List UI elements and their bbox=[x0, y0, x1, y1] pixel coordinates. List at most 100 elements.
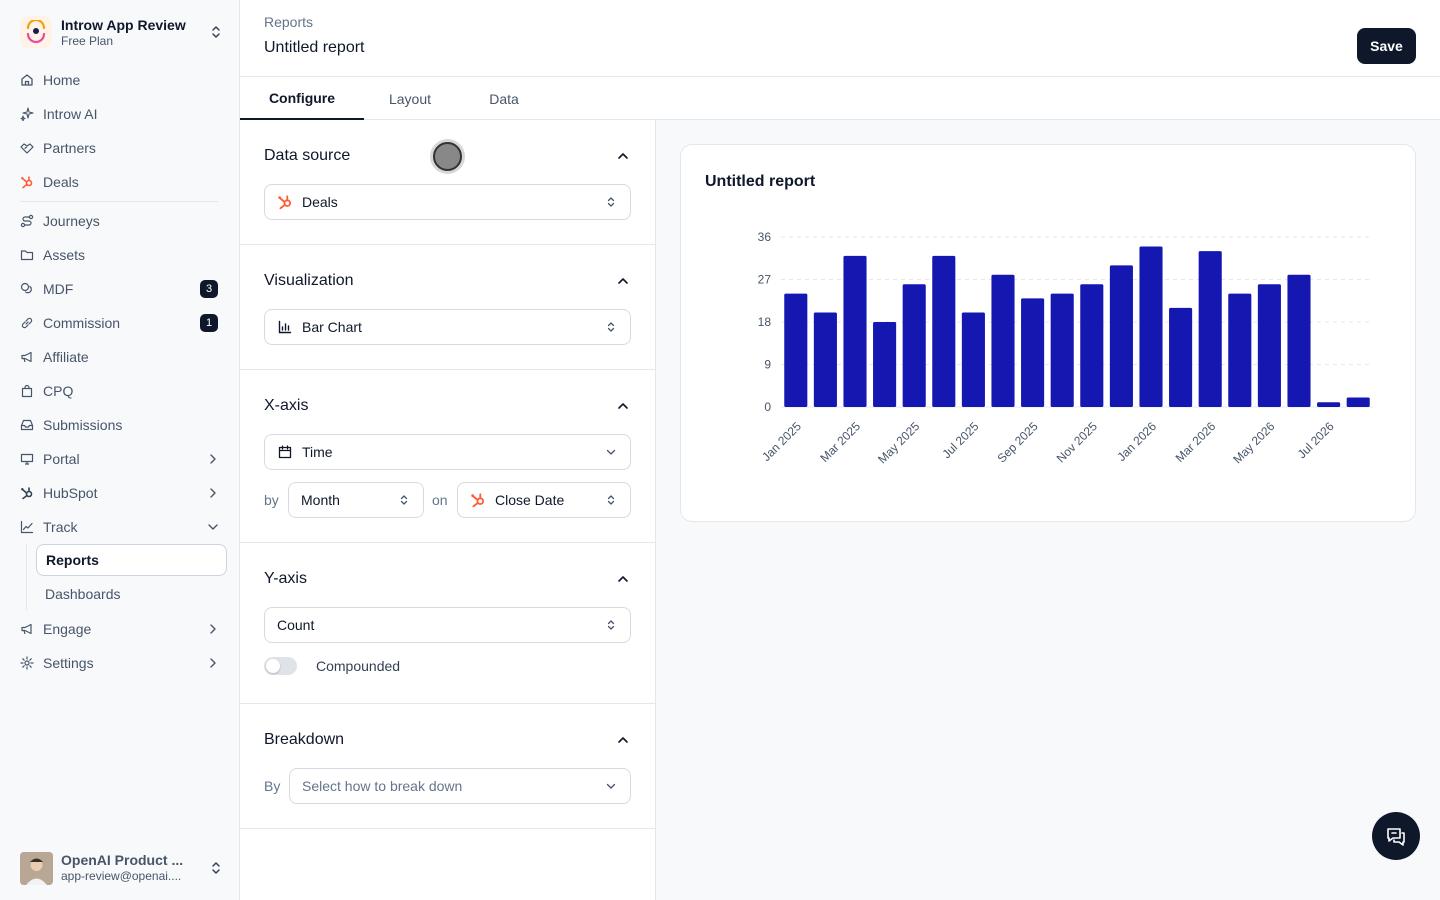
chevron-up-icon[interactable] bbox=[616, 149, 630, 163]
bar[interactable] bbox=[1139, 246, 1163, 407]
xaxis-interval-value: Month bbox=[301, 492, 340, 508]
visualization-title: Visualization bbox=[264, 272, 354, 289]
bar[interactable] bbox=[961, 312, 985, 407]
bar[interactable] bbox=[1287, 274, 1311, 407]
sidebar-item-dashboards[interactable]: Dashboards bbox=[45, 586, 121, 602]
breadcrumb[interactable]: Reports bbox=[264, 14, 314, 30]
sidebar-item-affiliate[interactable]: Affiliate bbox=[20, 340, 220, 374]
sidebar-item-mdf[interactable]: MDF 3 bbox=[20, 272, 220, 306]
visualization-select[interactable]: Bar Chart bbox=[264, 309, 631, 345]
sidebar-item-hubspot[interactable]: HubSpot bbox=[20, 476, 220, 510]
bar[interactable] bbox=[1109, 265, 1133, 407]
sidebar-item-home[interactable]: Home bbox=[20, 63, 220, 97]
chevron-up-icon[interactable] bbox=[616, 572, 630, 586]
data-source-select[interactable]: Deals bbox=[264, 184, 631, 220]
chevrons-up-down-icon bbox=[607, 495, 615, 505]
sidebar-item-portal[interactable]: Portal bbox=[20, 442, 220, 476]
data-source-section: Data source Deals bbox=[240, 120, 655, 245]
toggle-knob bbox=[266, 659, 280, 673]
commission-count-badge: 1 bbox=[200, 314, 218, 332]
bar[interactable] bbox=[902, 284, 926, 407]
tab-configure[interactable]: Configure bbox=[240, 77, 364, 120]
sidebar-item-partners[interactable]: Partners bbox=[20, 131, 220, 165]
sidebar-item-journeys[interactable]: Journeys bbox=[20, 204, 220, 238]
calendar-icon bbox=[278, 445, 292, 459]
bar[interactable] bbox=[1317, 402, 1341, 407]
bar[interactable] bbox=[784, 293, 808, 407]
chevron-right-icon bbox=[210, 624, 216, 634]
megaphone-icon bbox=[21, 351, 32, 363]
chevron-up-icon[interactable] bbox=[616, 399, 630, 413]
shopping-bag-icon bbox=[21, 384, 33, 398]
sidebar-item-cpq[interactable]: CPQ bbox=[20, 374, 220, 408]
xaxis-field-select[interactable]: Time bbox=[264, 434, 631, 470]
bar[interactable] bbox=[932, 255, 956, 407]
workspace-logo-icon bbox=[20, 16, 52, 48]
monitor-icon bbox=[20, 453, 34, 465]
home-icon bbox=[21, 74, 33, 86]
sidebar-item-label: Home bbox=[43, 72, 81, 88]
page-header: Reports Untitled report Save bbox=[240, 0, 1440, 77]
hubspot-icon bbox=[471, 493, 485, 508]
x-tick-label: Mar 2025 bbox=[817, 419, 863, 465]
bar[interactable] bbox=[991, 274, 1015, 407]
sidebar-item-commission[interactable]: Commission 1 bbox=[20, 306, 220, 340]
x-tick-label: May 2025 bbox=[875, 419, 922, 466]
bar[interactable] bbox=[1228, 293, 1252, 407]
bar[interactable] bbox=[1257, 284, 1281, 407]
sidebar-item-assets[interactable]: Assets bbox=[20, 238, 220, 272]
xaxis-interval-select[interactable]: Month bbox=[288, 482, 424, 518]
sidebar-item-reports[interactable]: Reports bbox=[36, 544, 227, 576]
bar[interactable] bbox=[813, 312, 837, 407]
chevron-right-icon bbox=[210, 488, 216, 498]
user-menu[interactable]: OpenAI Product ... app-review@openai.... bbox=[20, 851, 224, 885]
compounded-toggle[interactable] bbox=[264, 657, 297, 675]
chevron-up-icon[interactable] bbox=[616, 274, 630, 288]
x-tick-label: Jul 2026 bbox=[1295, 419, 1337, 461]
sidebar: Introw App Review Free Plan Home Introw … bbox=[0, 0, 240, 900]
link-icon bbox=[21, 317, 33, 329]
sidebar-item-label: Settings bbox=[43, 655, 94, 671]
cursor-indicator bbox=[433, 142, 462, 171]
yaxis-measure-value: Count bbox=[277, 617, 315, 633]
report-card-title: Untitled report bbox=[705, 173, 816, 190]
bar[interactable] bbox=[1050, 293, 1074, 407]
yaxis-section: Y-axis Count Compounded bbox=[240, 543, 655, 704]
xaxis-title: X-axis bbox=[264, 397, 309, 414]
bar[interactable] bbox=[1346, 397, 1370, 407]
mdf-count-badge: 3 bbox=[200, 280, 218, 298]
yaxis-measure-select[interactable]: Count bbox=[264, 607, 631, 643]
chevron-down-icon bbox=[208, 524, 218, 530]
sidebar-item-label: Partners bbox=[43, 140, 96, 156]
tab-data[interactable]: Data bbox=[489, 90, 519, 107]
sidebar-item-engage[interactable]: Engage bbox=[20, 612, 220, 646]
xaxis-date-field-select[interactable]: Close Date bbox=[457, 482, 631, 518]
line-chart-icon bbox=[20, 520, 34, 534]
page-title: Untitled report bbox=[264, 39, 365, 56]
sidebar-item-settings[interactable]: Settings bbox=[20, 646, 220, 680]
chat-support-button[interactable] bbox=[1372, 812, 1420, 860]
sidebar-item-deals[interactable]: Deals bbox=[20, 165, 220, 199]
breakdown-select[interactable]: Select how to break down bbox=[289, 768, 631, 804]
sidebar-item-track[interactable]: Track bbox=[20, 510, 220, 544]
nav-divider bbox=[20, 201, 218, 202]
handshake-icon bbox=[20, 143, 34, 154]
sidebar-item-label: Commission bbox=[43, 315, 121, 331]
sidebar-item-label: Portal bbox=[43, 451, 80, 467]
tab-layout[interactable]: Layout bbox=[388, 90, 432, 107]
bar[interactable] bbox=[873, 322, 897, 407]
sidebar-item-submissions[interactable]: Submissions bbox=[20, 408, 220, 442]
chevron-up-icon[interactable] bbox=[616, 733, 630, 747]
user-email: app-review@openai.... bbox=[61, 869, 182, 883]
bar[interactable] bbox=[843, 255, 867, 407]
y-tick-label: 0 bbox=[764, 400, 771, 414]
x-tick-label: Sep 2025 bbox=[994, 419, 1040, 465]
bar[interactable] bbox=[1080, 284, 1104, 407]
save-button[interactable]: Save bbox=[1357, 28, 1416, 64]
sidebar-item-introw-ai[interactable]: Introw AI bbox=[20, 97, 220, 131]
bar[interactable] bbox=[1169, 307, 1193, 407]
chevrons-up-down-icon bbox=[607, 322, 615, 332]
bar[interactable] bbox=[1198, 251, 1222, 407]
bar[interactable] bbox=[1021, 298, 1045, 407]
workspace-switcher[interactable]: Introw App Review Free Plan bbox=[20, 14, 224, 50]
